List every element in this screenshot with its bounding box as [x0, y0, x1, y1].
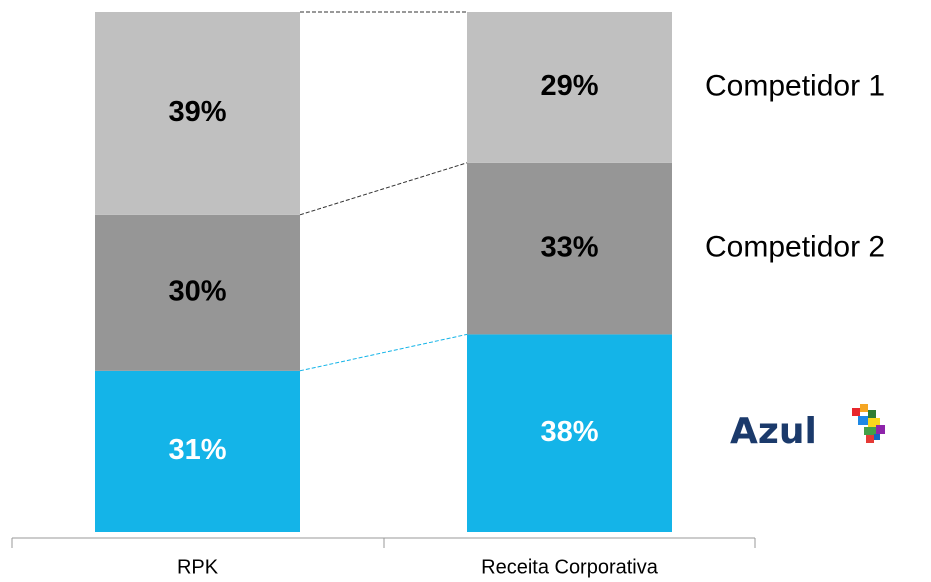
legend-label: Competidor 1 [705, 69, 885, 102]
bar-segment [95, 214, 300, 371]
value-label: 30% [168, 275, 226, 307]
bar-segment [467, 12, 672, 163]
bar-segment [467, 334, 672, 532]
connector [299, 333, 468, 372]
x-tick-label: RPK [177, 556, 219, 578]
value-label: 31% [168, 434, 226, 466]
bar-segment [95, 370, 300, 532]
value-label: 38% [540, 416, 598, 448]
bar-segment [467, 162, 672, 335]
value-label: 33% [540, 231, 598, 263]
x-tick-label: Receita Corporativa [481, 556, 659, 578]
connector [299, 162, 468, 216]
legend-label: Competidor 2 [705, 231, 885, 264]
bar-segment [95, 12, 300, 215]
legend-label: Azul [730, 411, 817, 452]
value-label: 39% [168, 96, 226, 128]
azul-logo-icon [852, 404, 885, 443]
value-label: 29% [540, 70, 598, 102]
